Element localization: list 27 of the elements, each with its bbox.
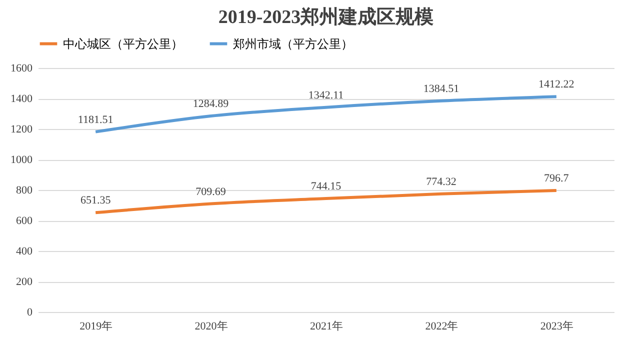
data-label: 1342.11 [308, 89, 344, 102]
data-label: 1284.89 [192, 98, 230, 110]
x-tick-label: 2023年 [540, 320, 574, 332]
data-label: 1412.22 [538, 78, 574, 91]
y-tick-label: 1400 [10, 93, 33, 105]
data-label: 1384.51 [423, 82, 460, 95]
x-tick-label: 2019年 [80, 320, 113, 332]
y-tick-label: 1200 [10, 124, 33, 136]
y-tick-label: 1000 [10, 154, 33, 166]
y-tick-label: 1600 [10, 62, 33, 74]
data-label: 774.32 [426, 176, 456, 188]
data-label: 709.69 [196, 186, 226, 198]
legend-label: 郑州市域（平方公里） [233, 36, 353, 51]
y-tick-label: 600 [16, 215, 33, 227]
data-label: 1181.51 [78, 114, 114, 126]
y-tick-label: 0 [27, 306, 33, 318]
data-label: 744.15 [310, 180, 342, 193]
x-tick-label: 2021年 [310, 320, 343, 332]
data-label: 651.35 [80, 194, 112, 207]
y-tick-label: 200 [16, 276, 33, 288]
data-label: 796.7 [544, 172, 570, 185]
chart-title: 2019-2023郑州建成区规模 [218, 6, 434, 28]
x-tick-label: 2020年 [194, 320, 228, 332]
x-tick-label: 2022年 [425, 320, 458, 332]
legend-label: 中心城区（平方公里） [63, 36, 183, 51]
y-tick-label: 800 [16, 184, 33, 196]
y-tick-label: 400 [16, 246, 33, 258]
